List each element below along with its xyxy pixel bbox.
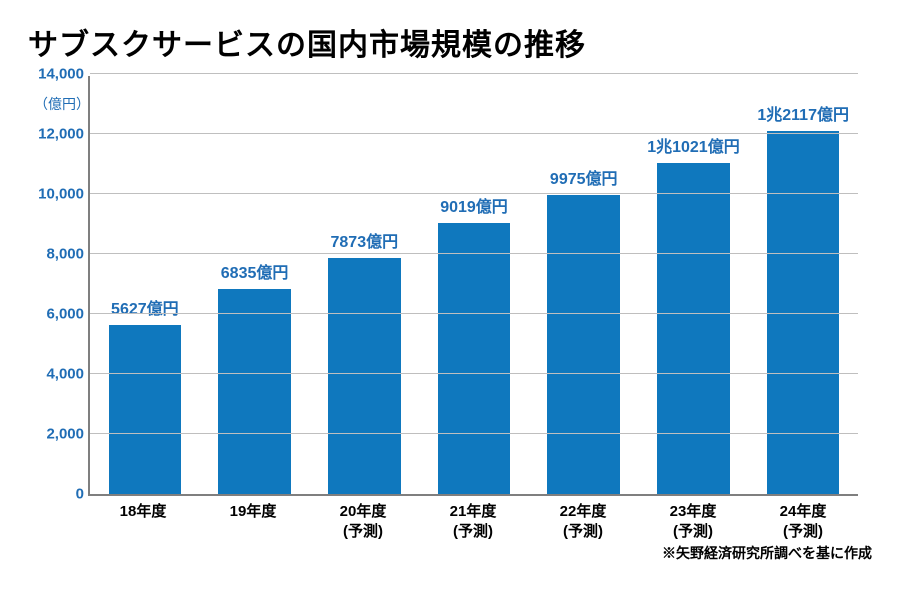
bar-value-label: 9019億円 xyxy=(440,193,508,217)
bar-slot: 9975億円 xyxy=(529,76,639,494)
y-tick-label: 6,000 xyxy=(46,306,90,323)
bar xyxy=(218,289,291,494)
bar xyxy=(109,325,182,494)
x-axis-label: 23年度 (予測) xyxy=(638,502,748,541)
gridline xyxy=(90,193,858,194)
x-axis-labels: 18年度19年度20年度 (予測)21年度 (予測)22年度 (予測)23年度 … xyxy=(88,502,858,541)
bar-slot: 1兆2117億円 xyxy=(748,76,858,494)
gridline xyxy=(90,433,858,434)
y-axis-unit: （億円） xyxy=(34,94,90,114)
x-axis-label: 24年度 (予測) xyxy=(748,502,858,541)
bar-value-label: 5627億円 xyxy=(111,295,179,319)
gridline xyxy=(90,133,858,134)
gridline xyxy=(90,253,858,254)
x-axis-label: 18年度 xyxy=(88,502,198,541)
bar-value-label: 9975億円 xyxy=(550,165,618,189)
bar-slot: 6835億円 xyxy=(200,76,310,494)
bar xyxy=(328,258,401,494)
bar-value-label: 1兆2117億円 xyxy=(757,101,849,125)
y-tick-label: 14,000 xyxy=(38,66,90,83)
y-tick-label: 10,000 xyxy=(38,186,90,203)
x-axis-label: 20年度 (予測) xyxy=(308,502,418,541)
y-tick-label: 4,000 xyxy=(46,366,90,383)
bar xyxy=(438,223,511,494)
bar xyxy=(547,195,620,494)
bar-slot: 5627億円 xyxy=(90,76,200,494)
bar-slot: 7873億円 xyxy=(309,76,419,494)
y-tick-label: 12,000 xyxy=(38,126,90,143)
gridline xyxy=(90,373,858,374)
chart-footnote: ※矢野経済研究所調べを基に作成 xyxy=(28,543,872,563)
y-tick-label: 0 xyxy=(76,486,90,503)
chart-title: サブスクサービスの国内市場規模の推移 xyxy=(28,20,872,64)
bar-slot: 1兆1021億円 xyxy=(639,76,749,494)
bar xyxy=(657,163,730,494)
y-tick-label: 8,000 xyxy=(46,246,90,263)
bar-slot: 9019億円 xyxy=(419,76,529,494)
x-axis-label: 22年度 (予測) xyxy=(528,502,638,541)
gridline xyxy=(90,73,858,74)
bar-value-label: 6835億円 xyxy=(221,259,289,283)
y-tick-label: 2,000 xyxy=(46,426,90,443)
bars-container: 5627億円 6835億円 7873億円 9019億円 9975億円 1兆1021億円 1兆… xyxy=(90,76,858,494)
plot-region: 5627億円 6835億円 7873億円 9019億円 9975億円 1兆1021億円 1兆… xyxy=(88,76,858,496)
bar-value-label: 7873億円 xyxy=(330,228,398,252)
bar-value-label: 1兆1021億円 xyxy=(647,133,740,157)
chart-area: （億円） 5627億円 6835億円 7873億円 9019億円 9975億円 1兆102… xyxy=(28,76,872,541)
gridline xyxy=(90,313,858,314)
x-axis-label: 21年度 (予測) xyxy=(418,502,528,541)
x-axis-label: 19年度 xyxy=(198,502,308,541)
